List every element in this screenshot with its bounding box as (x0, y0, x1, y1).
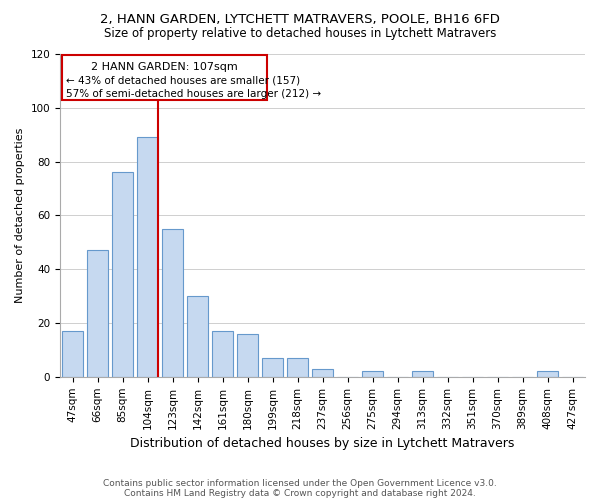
Bar (237, 334, 258, 377)
Text: 2 HANN GARDEN: 107sqm: 2 HANN GARDEN: 107sqm (91, 62, 238, 72)
FancyBboxPatch shape (62, 56, 267, 100)
X-axis label: Distribution of detached houses by size in Lytchett Matravers: Distribution of detached houses by size … (130, 437, 515, 450)
Bar (262, 358, 283, 377)
Y-axis label: Number of detached properties: Number of detached properties (15, 128, 25, 303)
Bar (137, 138, 158, 377)
Bar (312, 368, 333, 377)
Text: Contains public sector information licensed under the Open Government Licence v3: Contains public sector information licen… (103, 478, 497, 488)
Bar (87, 250, 108, 377)
Bar (112, 172, 133, 377)
Bar (287, 358, 308, 377)
Text: 2, HANN GARDEN, LYTCHETT MATRAVERS, POOLE, BH16 6FD: 2, HANN GARDEN, LYTCHETT MATRAVERS, POOL… (100, 12, 500, 26)
Text: Contains HM Land Registry data © Crown copyright and database right 2024.: Contains HM Land Registry data © Crown c… (124, 488, 476, 498)
Bar (412, 372, 433, 377)
Bar (212, 331, 233, 377)
Bar (162, 229, 183, 377)
Bar (187, 296, 208, 377)
Text: Size of property relative to detached houses in Lytchett Matravers: Size of property relative to detached ho… (104, 28, 496, 40)
Bar (362, 372, 383, 377)
Text: ← 43% of detached houses are smaller (157): ← 43% of detached houses are smaller (15… (66, 76, 300, 86)
Text: 57% of semi-detached houses are larger (212) →: 57% of semi-detached houses are larger (… (66, 89, 321, 99)
Bar (537, 372, 558, 377)
Bar (62, 331, 83, 377)
